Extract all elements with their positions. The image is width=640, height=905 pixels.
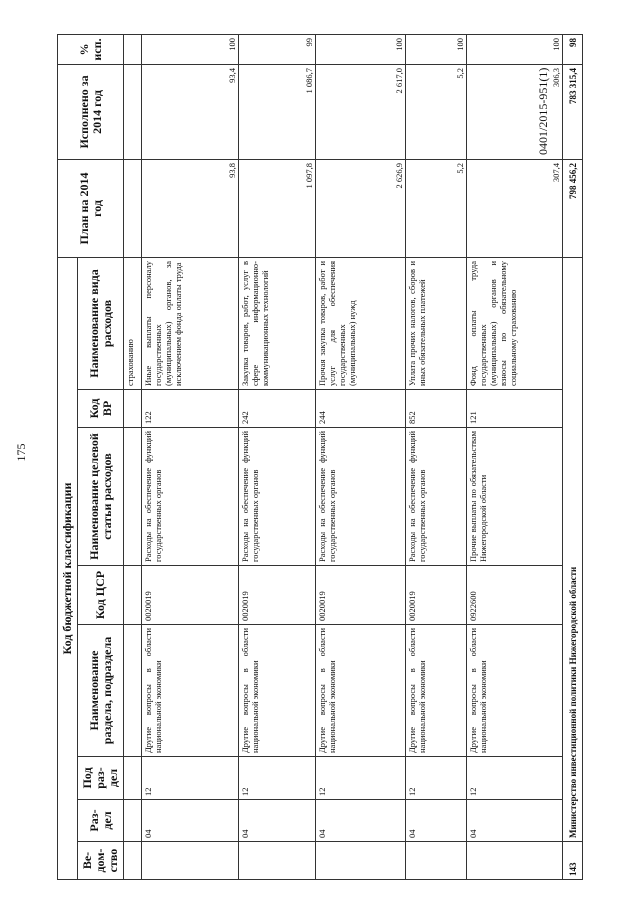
cell-plan: 2 626,9 — [315, 159, 406, 258]
carryover-text: страхованию — [123, 257, 142, 390]
cell-fact: 5,2 — [405, 64, 467, 160]
cell-podrazdel: 12 — [238, 756, 316, 800]
cell-pct: 100 — [466, 34, 563, 65]
cell-razdel-name: Другие вопросы в области национальной эк… — [238, 624, 316, 757]
col-header: Наименование целевой статьи расходов — [77, 427, 124, 566]
cell-csr-name: Расходы на обеспечение функций государст… — [238, 427, 316, 566]
cell-vr-name: Иные выплаты персоналу государственных (… — [141, 257, 239, 390]
cell-vr-name: Уплата прочих налогов, сборов и иных обя… — [405, 257, 467, 390]
cell-plan: 1 097,8 — [238, 159, 316, 258]
cell-plan: 5,2 — [405, 159, 467, 258]
cell-csr-name: Расходы на обеспечение функций государст… — [315, 427, 406, 566]
cell-ved — [466, 841, 563, 880]
cell-csr-name: Прочие выплаты по обязательствам Нижегор… — [466, 427, 563, 566]
cell-csr: 0020019 — [238, 565, 316, 625]
table-row: 04 12 Другие вопросы в области национально… — [405, 34, 467, 880]
cell-csr: 0020019 — [141, 565, 239, 625]
cell-fact: 2 617,0 — [315, 64, 406, 160]
total-ved: 143 — [562, 841, 583, 880]
total-row: 143 Министерство инвестиционной политики… — [562, 34, 583, 880]
cell-fact: 1 086,7 — [238, 64, 316, 160]
col-header: % исп. — [57, 34, 124, 65]
cell-pct: 100 — [405, 34, 467, 65]
table-row: 04 12 Другие вопросы в области национально… — [315, 34, 406, 880]
cell-csr: 0020019 — [315, 565, 406, 625]
col-header: Код ВР — [77, 389, 124, 428]
cell-razdel-name: Другие вопросы в области национальной эк… — [405, 624, 467, 757]
cell-razdel: 04 — [238, 799, 316, 842]
cell-ved — [315, 841, 406, 880]
col-header: Наименование раздела, подраздела — [77, 624, 124, 757]
cell-vr: 244 — [315, 389, 406, 428]
cell-pct: 100 — [315, 34, 406, 65]
cell-razdel-name: Другие вопросы в области национальной эк… — [315, 624, 406, 757]
cell-razdel-name: Другие вопросы в области национальной эк… — [141, 624, 239, 757]
cell-vr-name: Фонд оплаты труда государственных (муниц… — [466, 257, 563, 390]
cell-ved — [238, 841, 316, 880]
cell-podrazdel: 12 — [466, 756, 563, 800]
cell-vr: 121 — [466, 389, 563, 428]
cell-vr: 122 — [141, 389, 239, 428]
cell-vr: 852 — [405, 389, 467, 428]
budget-table: Код бюджетной классификации План на 2014… — [57, 34, 583, 880]
cell-pct: 99 — [238, 34, 316, 65]
cell-ved — [141, 841, 239, 880]
col-header: Исполнено за 2014 год — [57, 64, 124, 160]
footer-code: 0401/2015-951(1) — [536, 67, 550, 155]
cell-pct: 100 — [141, 34, 239, 65]
cell-podrazdel: 12 — [141, 756, 239, 800]
col-header: Раз-дел — [77, 799, 124, 842]
col-header: Наименование вида расходов — [77, 257, 124, 390]
cell-razdel: 04 — [466, 799, 563, 842]
cell-fact: 93,4 — [141, 64, 239, 160]
col-header: Код ЦСР — [77, 565, 124, 625]
cell-razdel-name: Другие вопросы в области национальной эк… — [466, 624, 563, 757]
col-header: Ве-дом-ство — [77, 841, 124, 880]
cell-csr-name: Расходы на обеспечение функций государст… — [141, 427, 239, 566]
total-name: Министерство инвестиционной политики Ниж… — [562, 257, 583, 842]
cell-podrazdel: 12 — [315, 756, 406, 800]
cell-csr-name: Расходы на обеспечение функций государст… — [405, 427, 467, 566]
total-pct: 98 — [562, 34, 583, 65]
table-row: 04 12 Другие вопросы в области национально… — [141, 34, 239, 880]
cell-podrazdel: 12 — [405, 756, 467, 800]
cell-plan: 93,8 — [141, 159, 239, 258]
cell-razdel: 04 — [405, 799, 467, 842]
cell-vr-name: Закупка товаров, работ, услуг в сфере ин… — [238, 257, 316, 390]
cell-razdel: 04 — [315, 799, 406, 842]
table-row: 04 12 Другие вопросы в области национально… — [238, 34, 316, 880]
page-number: 175 — [14, 443, 28, 462]
cell-plan: 307,4 — [466, 159, 563, 258]
cell-csr: 0020019 — [405, 565, 467, 625]
total-fact: 783 315,4 — [562, 64, 583, 160]
cell-csr: 0922600 — [466, 565, 563, 625]
col-header: План на 2014 год — [57, 159, 124, 258]
cell-razdel: 04 — [141, 799, 239, 842]
cell-vr: 242 — [238, 389, 316, 428]
header-group: Код бюджетной классификации — [57, 257, 78, 880]
total-plan: 798 456,2 — [562, 159, 583, 258]
col-header: Под раз-дел — [77, 756, 124, 800]
table-row: 04 12 Другие вопросы в области национально… — [466, 34, 563, 880]
cell-vr-name: Прочая закупка товаров, работ и услуг дл… — [315, 257, 406, 390]
cell-ved — [405, 841, 467, 880]
